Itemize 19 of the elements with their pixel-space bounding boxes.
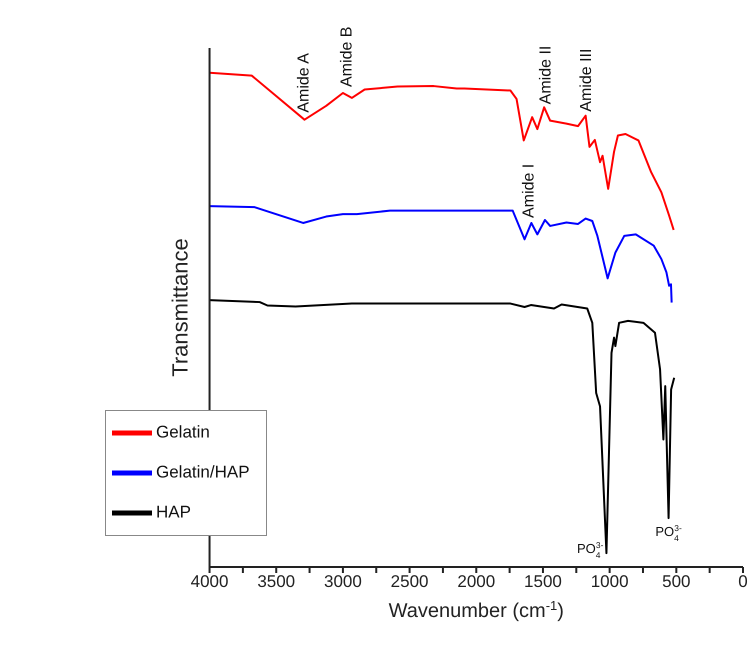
x-tick-label: 2000 xyxy=(457,572,496,592)
x-tick-label: 3500 xyxy=(257,572,296,592)
annotation: Amide A xyxy=(296,52,313,113)
x-tick-label: 1500 xyxy=(524,572,562,592)
annotation: Amide I xyxy=(520,164,538,218)
legend-label: HAP xyxy=(156,502,191,522)
x-tick-label: 1000 xyxy=(590,572,629,592)
x-tick-label: 3000 xyxy=(324,572,362,592)
x-tick-label: 4000 xyxy=(190,572,228,592)
y-axis-title: Transmittance xyxy=(168,238,193,377)
x-tick-label: 0 xyxy=(738,572,748,592)
annotation: Amide III xyxy=(578,48,596,112)
legend-label: Gelatin xyxy=(156,422,210,442)
x-axis-title: Wavenumber (cm$^{-1}$) xyxy=(388,598,564,622)
legend-label: Gelatin/HAP xyxy=(156,462,250,482)
annotation: Amide II xyxy=(538,46,555,104)
annotation: Amide B xyxy=(338,26,356,87)
x-tick-label: 2500 xyxy=(390,572,429,592)
x-tick-label: 500 xyxy=(662,572,691,592)
